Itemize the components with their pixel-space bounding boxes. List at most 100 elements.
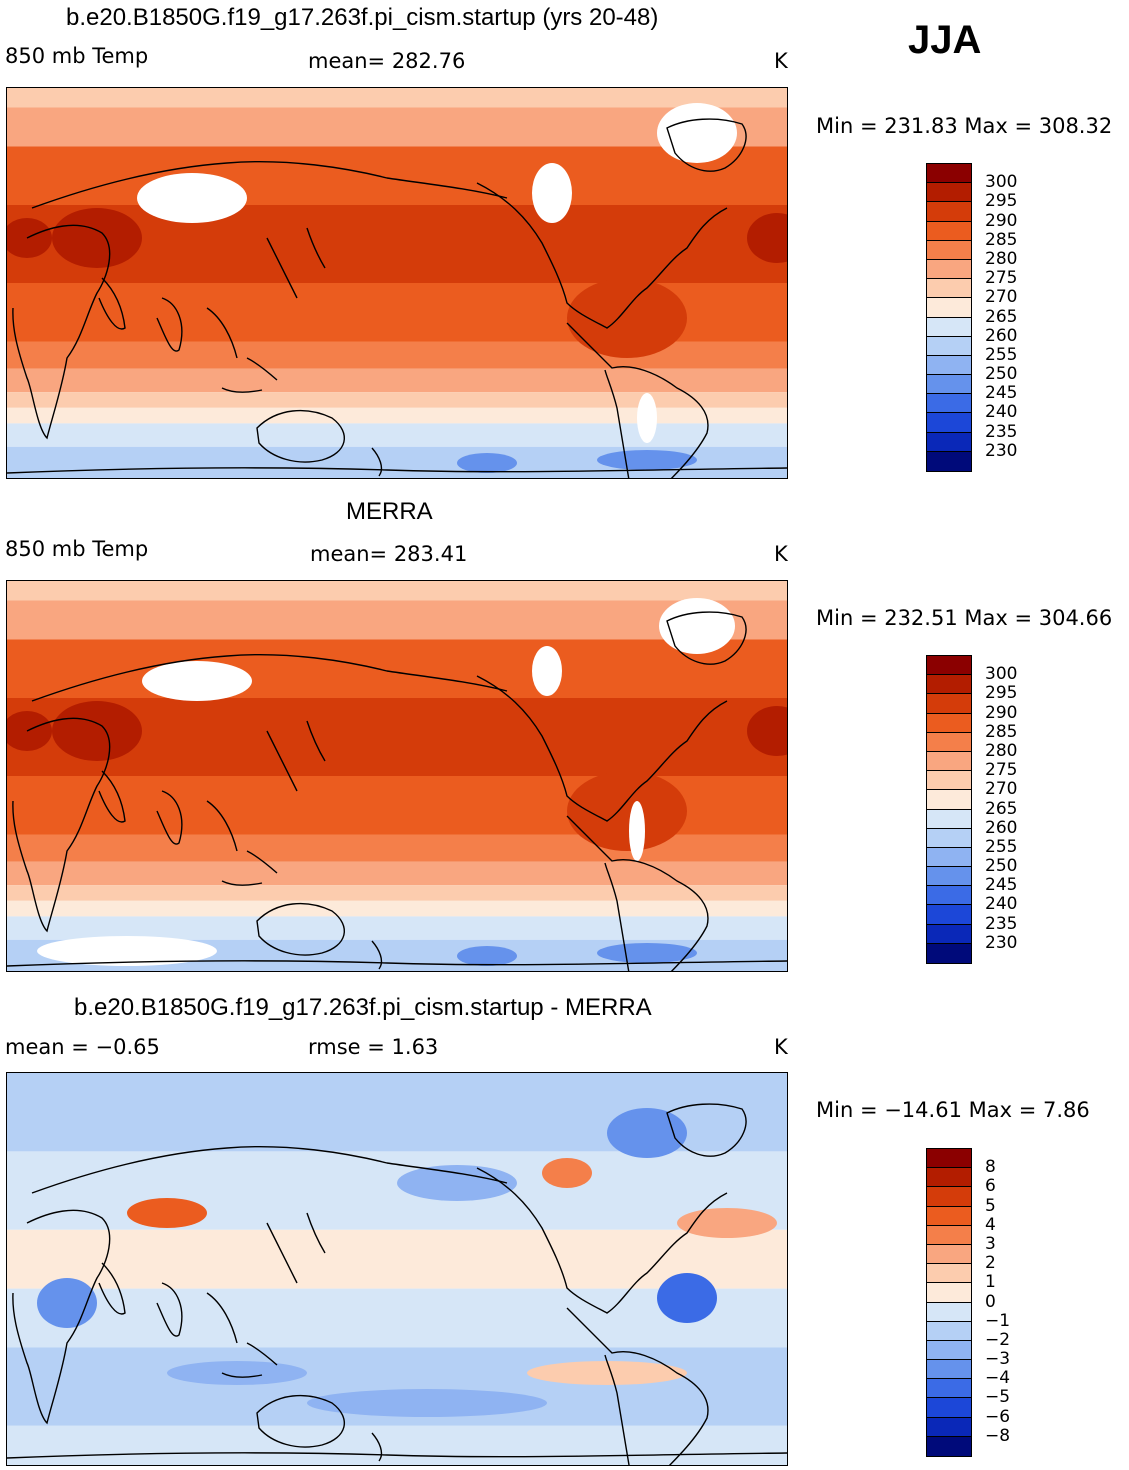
colorbar-swatch (927, 279, 971, 299)
colorbar-tick-label: 290 (985, 702, 1018, 723)
colorbar-tick-label: 250 (985, 364, 1018, 385)
panel-1-colorbar (926, 163, 972, 472)
colorbar-swatch (927, 317, 971, 337)
panel-2-colorbar (926, 655, 972, 964)
colorbar-swatch (927, 713, 971, 733)
colorbar-tick-label: 240 (985, 894, 1018, 915)
colorbar-tick-label: −4 (985, 1368, 1011, 1389)
colorbar-swatch (927, 432, 971, 452)
colorbar-tick-label: 295 (985, 191, 1018, 212)
panel-1-mean-label: mean= 282.76 (308, 49, 466, 73)
panel-2-minmax-label: Min = 232.51 Max = 304.66 (816, 606, 1113, 630)
colorbar-tick-label: 300 (985, 664, 1018, 685)
colorbar-tick-label: 270 (985, 779, 1018, 800)
colorbar-tick-label: 270 (985, 287, 1018, 308)
colorbar-tick-label: 5 (985, 1195, 996, 1216)
colorbar-swatch (927, 943, 971, 963)
colorbar-tick-label: 280 (985, 248, 1018, 269)
colorbar-tick-label: 255 (985, 836, 1018, 857)
colorbar-tick-label: 275 (985, 760, 1018, 781)
panel-3-map (6, 1072, 788, 1466)
colorbar-tick-label: 275 (985, 268, 1018, 289)
colorbar-tick-label: −2 (985, 1329, 1011, 1350)
colorbar-swatch (927, 240, 971, 260)
colorbar-tick-label: 4 (985, 1214, 996, 1235)
colorbar-swatch (927, 1417, 971, 1437)
panel-3-minmax-label: Min = −14.61 Max = 7.86 (816, 1098, 1090, 1122)
colorbar-swatch (927, 1360, 971, 1380)
colorbar-swatch (927, 298, 971, 318)
colorbar-tick-label: 235 (985, 421, 1018, 442)
panel-3-colorbar (926, 1148, 972, 1457)
colorbar-tick-label: 265 (985, 798, 1018, 819)
colorbar-swatch (927, 451, 971, 471)
panel-1-title: b.e20.B1850G.f19_g17.263f.pi_cism.startu… (66, 4, 659, 31)
colorbar-swatch (927, 847, 971, 868)
colorbar-tick-label: 230 (985, 440, 1018, 461)
colorbar-tick-label: −3 (985, 1349, 1011, 1370)
colorbar-tick-label: 240 (985, 402, 1018, 423)
colorbar-swatch (927, 886, 971, 906)
colorbar-swatch (927, 656, 971, 676)
colorbar-swatch (927, 375, 971, 395)
colorbar-tick-label: 235 (985, 913, 1018, 934)
colorbar-swatch (927, 1283, 971, 1303)
colorbar-tick-label: 245 (985, 383, 1018, 404)
panel-3-title: b.e20.B1850G.f19_g17.263f.pi_cism.startu… (74, 994, 652, 1021)
colorbar-swatch (927, 183, 971, 203)
colorbar-swatch (927, 1264, 971, 1284)
colorbar-tick-label: −1 (985, 1310, 1011, 1331)
colorbar-tick-label: 265 (985, 306, 1018, 327)
colorbar-swatch (927, 771, 971, 791)
colorbar-swatch (927, 259, 971, 280)
colorbar-tick-label: 255 (985, 344, 1018, 365)
colorbar-swatch (927, 221, 971, 241)
colorbar-swatch (927, 867, 971, 887)
colorbar-tick-label: 260 (985, 817, 1018, 838)
colorbar-tick-label: 280 (985, 740, 1018, 761)
colorbar-swatch (927, 202, 971, 222)
colorbar-swatch (927, 694, 971, 714)
colorbar-tick-label: −6 (985, 1406, 1011, 1427)
panel-2-units-label: K (774, 542, 788, 566)
colorbar-swatch (927, 1436, 971, 1456)
colorbar-tick-label: 260 (985, 325, 1018, 346)
colorbar-swatch (927, 1379, 971, 1399)
colorbar-swatch (927, 413, 971, 433)
colorbar-swatch (927, 675, 971, 695)
colorbar-swatch (927, 1244, 971, 1265)
colorbar-swatch (927, 1206, 971, 1226)
colorbar-swatch (927, 1149, 971, 1169)
colorbar-tick-label: 245 (985, 875, 1018, 896)
colorbar-swatch (927, 905, 971, 925)
panel-1-minmax-label: Min = 231.83 Max = 308.32 (816, 114, 1113, 138)
panel-2-mean-label: mean= 283.41 (310, 542, 468, 566)
colorbar-tick-label: 295 (985, 683, 1018, 704)
colorbar-tick-label: 285 (985, 721, 1018, 742)
colorbar-swatch (927, 1321, 971, 1341)
panel-3-rmse-label: rmse = 1.63 (308, 1035, 439, 1059)
panel-1-variable-label: 850 mb Temp (5, 44, 149, 68)
panel-1-map (6, 87, 788, 479)
panel-2-variable-label: 850 mb Temp (5, 537, 149, 561)
colorbar-swatch (927, 164, 971, 184)
colorbar-swatch (927, 394, 971, 414)
colorbar-tick-label: 300 (985, 172, 1018, 193)
colorbar-tick-label: 290 (985, 210, 1018, 231)
colorbar-tick-label: 250 (985, 856, 1018, 877)
colorbar-swatch (927, 355, 971, 376)
colorbar-tick-label: 3 (985, 1233, 996, 1254)
colorbar-swatch (927, 336, 971, 356)
panel-3-units-label: K (774, 1035, 788, 1059)
colorbar-tick-label: −5 (985, 1387, 1011, 1408)
colorbar-swatch (927, 1302, 971, 1322)
colorbar-swatch (927, 1340, 971, 1361)
colorbar-swatch (927, 790, 971, 810)
season-label: JJA (908, 18, 982, 62)
colorbar-swatch (927, 1225, 971, 1245)
colorbar-swatch (927, 1187, 971, 1207)
colorbar-tick-label: 230 (985, 932, 1018, 953)
colorbar-tick-label: 1 (985, 1272, 996, 1293)
panel-3-mean-label: mean = −0.65 (5, 1035, 160, 1059)
colorbar-tick-label: 0 (985, 1291, 996, 1312)
